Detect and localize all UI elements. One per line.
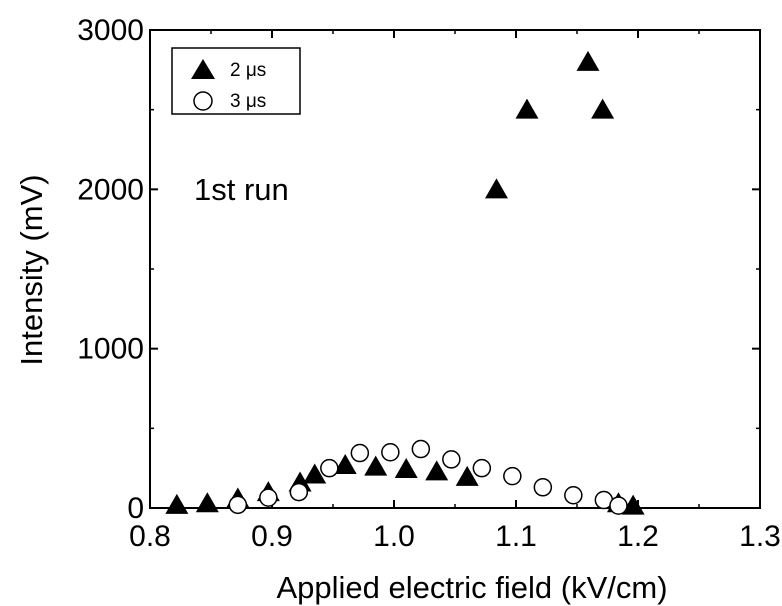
run-annotation: 1st run <box>194 172 289 207</box>
data-point-triangle <box>576 51 599 71</box>
legend-label-2us: 2 μs <box>230 60 266 81</box>
data-point-circle <box>412 441 429 458</box>
y-tick-label: 2000 <box>77 173 144 206</box>
x-tick-label: 0.9 <box>251 520 293 553</box>
x-tick-label: 1.2 <box>617 520 659 553</box>
data-point-circle <box>443 451 460 468</box>
data-point-circle <box>473 460 490 477</box>
data-point-circle <box>229 496 246 513</box>
data-point-circle <box>351 445 368 462</box>
data-point-circle <box>504 468 521 485</box>
legend-label-3us: 3 μs <box>230 91 266 112</box>
x-tick-label: 1.3 <box>739 520 781 553</box>
x-axis-title: Applied electric field (kV/cm) <box>276 570 667 605</box>
y-tick-label: 3000 <box>77 14 144 47</box>
y-axis-title: Intensity (mV) <box>14 174 49 365</box>
data-point-triangle <box>485 178 508 198</box>
data-point-circle <box>321 460 338 477</box>
data-point-triangle <box>515 99 538 119</box>
data-point-circle <box>290 484 307 501</box>
y-tick-label: 1000 <box>77 333 144 366</box>
data-point-circle <box>565 487 582 504</box>
data-point-circle <box>382 444 399 461</box>
x-tick-label: 1.1 <box>495 520 537 553</box>
legend-marker-circle <box>194 92 212 110</box>
series-1 <box>165 51 644 515</box>
data-series <box>165 51 644 515</box>
x-tick-label: 1.0 <box>373 520 415 553</box>
y-tick-label: 0 <box>127 492 144 525</box>
data-point-triangle <box>165 494 188 514</box>
data-point-triangle <box>196 492 219 512</box>
data-point-triangle <box>395 458 418 478</box>
data-point-circle <box>260 489 277 506</box>
data-point-triangle <box>591 99 614 119</box>
data-point-circle <box>610 497 627 514</box>
legend: 2 μs 3 μs <box>172 48 300 114</box>
data-point-circle <box>534 479 551 496</box>
